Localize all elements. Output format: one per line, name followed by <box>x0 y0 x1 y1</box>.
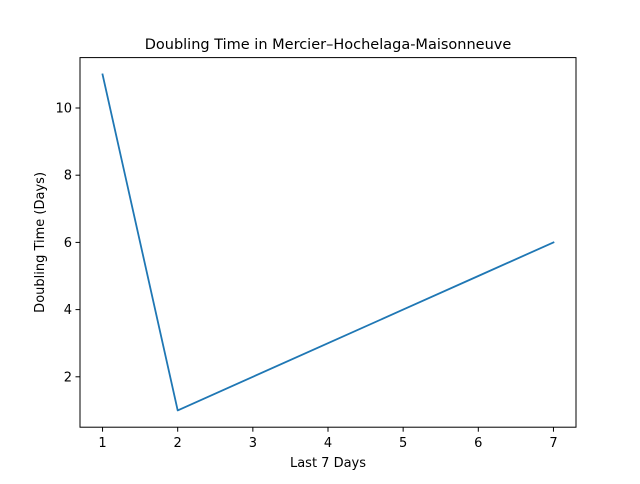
y-tick-label: 10 <box>55 102 72 117</box>
y-tick-label: 4 <box>64 303 72 318</box>
y-tick-label: 6 <box>64 236 72 251</box>
series-layer <box>101 73 555 412</box>
axes-frame <box>79 57 577 428</box>
chart-title: Doubling Time in Mercier–Hochelaga-Maiso… <box>145 37 512 53</box>
x-tick-label: 1 <box>98 436 106 451</box>
x-axis-ticks: 1 2 3 4 5 6 7 <box>98 427 558 451</box>
x-axis-label: Last 7 Days <box>290 456 366 471</box>
y-tick-label: 2 <box>64 370 72 385</box>
y-tick-label: 8 <box>64 169 72 184</box>
x-tick-label: 3 <box>249 436 257 451</box>
plot-area: 1 2 3 4 5 6 7 2 4 6 8 10 <box>55 57 577 451</box>
x-tick-label: 7 <box>549 436 557 451</box>
x-tick-label: 5 <box>399 436 407 451</box>
y-axis-label: Doubling Time (Days) <box>33 172 48 313</box>
series-line-0 <box>101 73 555 412</box>
x-tick-label: 6 <box>474 436 482 451</box>
x-tick-label: 4 <box>324 436 332 451</box>
y-axis-ticks: 2 4 6 8 10 <box>55 102 80 385</box>
x-tick-label: 2 <box>174 436 182 451</box>
